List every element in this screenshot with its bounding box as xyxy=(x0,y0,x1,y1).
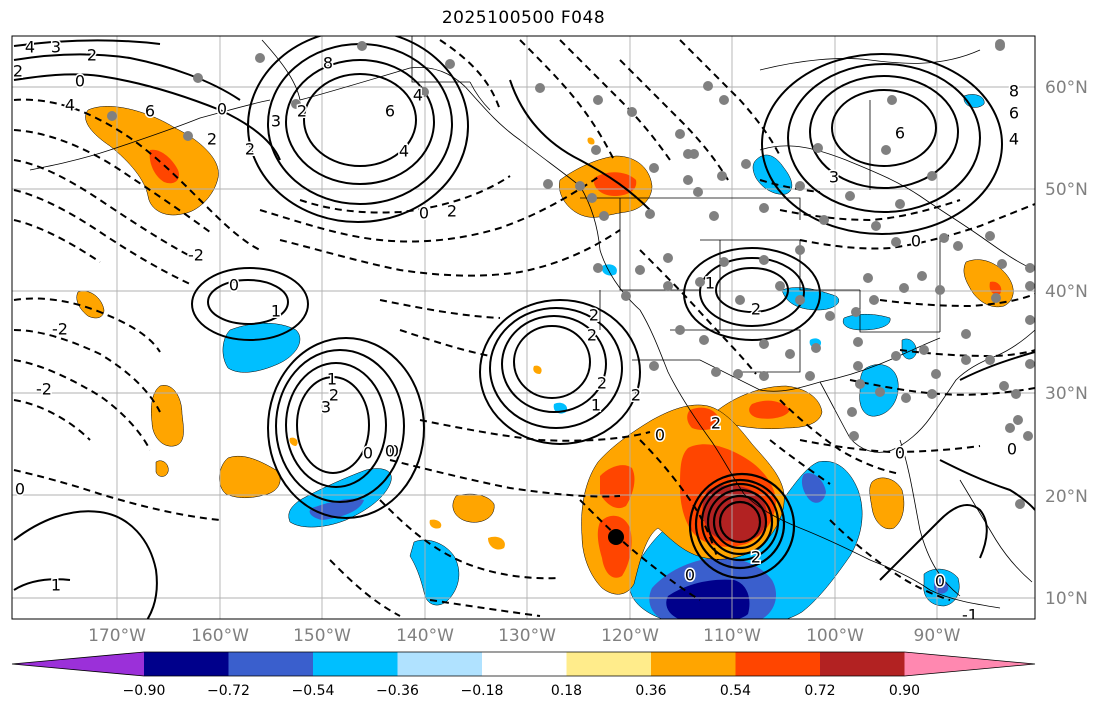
latitude-label: 30°N xyxy=(1045,384,1088,404)
colorbar-tick-label: 0.54 xyxy=(719,683,752,699)
contour-label: 2 xyxy=(751,300,761,319)
longitude-label: 120°W xyxy=(601,626,659,646)
contour-label: 0 xyxy=(911,232,921,251)
contour-label: 2 xyxy=(447,202,457,221)
contour-label: 3 xyxy=(829,168,839,187)
colorbar-tick-label: −0.18 xyxy=(460,683,504,699)
latitude-label: 20°N xyxy=(1045,487,1088,507)
contour-label: 2 xyxy=(711,414,721,433)
colorbar-segment xyxy=(397,652,483,676)
colorbar-tick-label: −0.90 xyxy=(122,683,166,699)
contour-label: 8 xyxy=(1009,82,1019,101)
colorbar-segment xyxy=(566,652,652,676)
contour-label: -2 xyxy=(36,380,52,399)
contour-label: 0 xyxy=(15,480,25,499)
colorbar-segment xyxy=(820,652,905,676)
contour-label: 4 xyxy=(25,38,35,57)
contour-label: 6 xyxy=(895,124,905,143)
contour-label: 2 xyxy=(297,102,307,121)
colorbar-tick-label: −0.36 xyxy=(376,683,419,699)
colorbar-tick-label: 0.90 xyxy=(888,683,921,699)
contour-label: 0 xyxy=(385,442,395,461)
latitude-label: 60°N xyxy=(1045,78,1088,98)
contour-label: 2 xyxy=(329,386,339,405)
contour-label: -2 xyxy=(52,320,68,339)
contour-label: 2 xyxy=(13,62,23,81)
contour-label: 0 xyxy=(389,442,399,461)
cyclone-center-marker xyxy=(608,529,624,545)
colorbar-tick-label: 0.72 xyxy=(804,683,836,699)
longitude-label: 150°W xyxy=(293,626,351,646)
longitude-label: 170°W xyxy=(88,626,146,646)
contour-label: 2 xyxy=(245,140,255,159)
contour-label: 8 xyxy=(323,54,333,73)
contour-label: 3 xyxy=(51,38,61,57)
colorbar-tick-label: 0.36 xyxy=(635,683,667,699)
longitude-label: 130°W xyxy=(498,626,556,646)
colorbar-segment xyxy=(228,652,314,676)
contour-label: 0 xyxy=(217,100,227,119)
colorbar-segment xyxy=(313,652,398,676)
contour-label: 0 xyxy=(363,444,373,463)
map-title: 2025100500 F048 xyxy=(441,8,606,28)
contour-label: 0 xyxy=(75,72,85,91)
contour-label: 4 xyxy=(1009,130,1019,149)
colorbar-extend-min xyxy=(12,652,144,676)
contour-label: 6 xyxy=(145,102,155,121)
longitude-label: 90°W xyxy=(913,626,961,646)
colorbar-tick-label: −0.72 xyxy=(207,683,250,699)
colorbar-tick-label: −0.54 xyxy=(291,683,335,699)
contour-label: 4 xyxy=(65,96,75,115)
colorbar-segment xyxy=(482,652,567,676)
station-markers xyxy=(107,39,1035,509)
latitude-label: 10°N xyxy=(1045,589,1088,609)
colorbar-extend-max xyxy=(904,652,1035,676)
contour-label: 6 xyxy=(385,102,395,121)
contour-label: 2 xyxy=(751,548,761,567)
contour-label: 0 xyxy=(419,204,429,223)
latitude-label: 40°N xyxy=(1045,282,1088,302)
contour-label: 1 xyxy=(705,274,715,293)
contour-label: 0 xyxy=(895,444,905,463)
contour-label: 4 xyxy=(413,86,423,105)
contour-label: 2 xyxy=(207,130,217,149)
contour-label: 2 xyxy=(87,46,97,65)
contour-label: 1 xyxy=(327,370,337,389)
contour-label: 1 xyxy=(271,302,281,321)
graticule xyxy=(12,36,1035,619)
latitude-label: 50°N xyxy=(1045,180,1088,200)
colorbar-outline xyxy=(11,651,1036,677)
contour-label: 1 xyxy=(591,396,601,415)
contour-label: -2 xyxy=(188,246,204,265)
contour-label: 0 xyxy=(655,426,665,445)
contour-label: 2 xyxy=(587,326,597,345)
contour-label: 1 xyxy=(51,576,61,595)
contour-label: 0 xyxy=(229,276,239,295)
contour-label: 2 xyxy=(597,374,607,393)
colorbar-tick-label: 0.18 xyxy=(550,683,583,699)
contour-label: 4 xyxy=(399,142,409,161)
contour-label: 6 xyxy=(1009,104,1019,123)
colorbar xyxy=(11,651,1036,677)
contour-label: 2 xyxy=(631,386,641,405)
longitude-label: 140°W xyxy=(396,626,454,646)
contour-label: -1 xyxy=(962,606,978,625)
contour-label: 3 xyxy=(321,398,331,417)
contour-label: 2 xyxy=(589,306,599,325)
colorbar-segment xyxy=(651,652,736,676)
longitude-label: 100°W xyxy=(806,626,864,646)
colorbar-segment xyxy=(735,652,821,676)
longitude-label: 160°W xyxy=(191,626,249,646)
longitude-label: 110°W xyxy=(703,626,761,646)
map-frame xyxy=(11,35,1036,620)
contour-label: 0 xyxy=(685,566,695,585)
colorbar-segment xyxy=(144,652,229,676)
contour-label: 3 xyxy=(271,112,281,131)
contour-label: 0 xyxy=(1007,440,1017,459)
contour-label: 0 xyxy=(935,572,945,591)
